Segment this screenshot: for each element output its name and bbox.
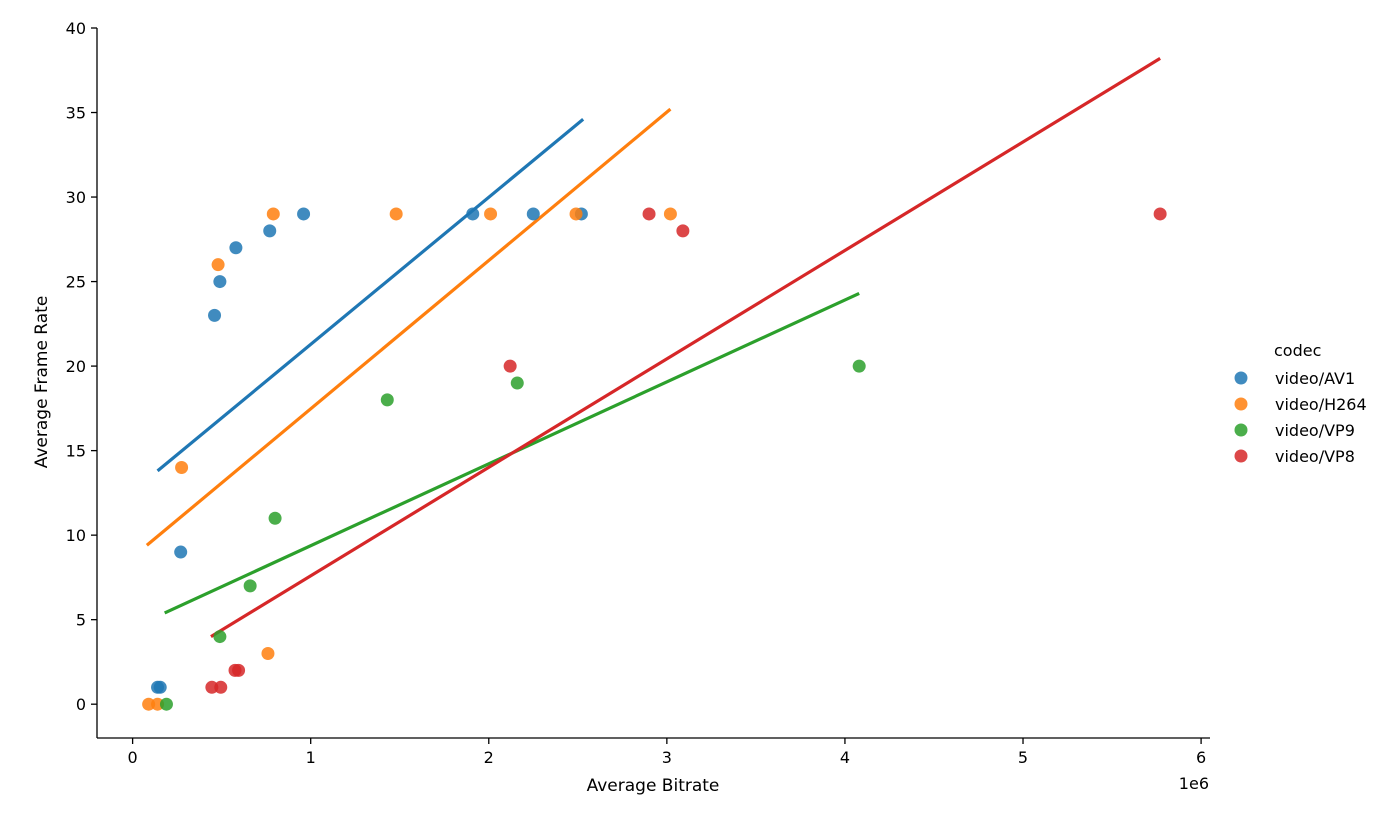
point-video-vp8 <box>1153 207 1167 221</box>
point-video-h264 <box>142 697 156 711</box>
point-video-vp8 <box>676 224 690 238</box>
x-axis-title: Average Bitrate <box>587 776 720 796</box>
trend-line-video-av1 <box>156 118 585 473</box>
y-tick-label: 20 <box>66 357 86 376</box>
point-video-h264 <box>569 207 583 221</box>
point-video-vp8 <box>232 663 246 677</box>
point-video-vp9 <box>380 393 394 407</box>
point-video-vp9 <box>243 579 257 593</box>
y-tick-label: 15 <box>66 442 86 461</box>
point-video-av1 <box>213 275 227 289</box>
trend-line-video-h264 <box>145 107 672 547</box>
legend-title: codec <box>1274 341 1321 360</box>
y-tick-label: 0 <box>76 695 86 714</box>
point-video-vp9 <box>159 697 173 711</box>
x-tick-label: 1 <box>306 748 316 767</box>
point-video-av1 <box>153 680 167 694</box>
y-tick-label: 30 <box>66 188 86 207</box>
legend-label-video-vp9: video/VP9 <box>1275 421 1355 440</box>
x-tick-label: 4 <box>840 748 850 767</box>
trend-line-video-vp8 <box>210 57 1161 638</box>
point-video-vp8 <box>214 680 228 694</box>
data-points <box>142 207 1167 711</box>
point-video-av1 <box>297 207 311 221</box>
x-tick-label: 5 <box>1018 748 1028 767</box>
y-axis-title: Average Frame Rate <box>32 296 52 469</box>
point-video-av1 <box>174 545 188 559</box>
point-video-h264 <box>389 207 403 221</box>
x-tick-label: 3 <box>662 748 672 767</box>
legend-label-video-vp8: video/VP8 <box>1275 447 1355 466</box>
y-tick-label: 40 <box>66 19 86 38</box>
legend: codec video/AV1 video/H264 video/VP9 video/… <box>1234 341 1367 466</box>
point-video-vp8 <box>503 359 517 373</box>
point-video-h264 <box>175 461 189 475</box>
point-video-av1 <box>466 207 480 221</box>
x-axis-offset-label: 1e6 <box>1179 774 1209 793</box>
y-tick-label: 35 <box>66 104 86 123</box>
x-tick-label: 0 <box>128 748 138 767</box>
point-video-h264 <box>266 207 280 221</box>
point-video-vp9 <box>852 359 866 373</box>
point-video-av1 <box>526 207 540 221</box>
point-video-av1 <box>263 224 277 238</box>
axes: 0 1 2 3 4 5 6 0 5 10 15 20 25 30 35 40 <box>66 19 1210 767</box>
point-video-h264 <box>151 697 165 711</box>
point-video-h264 <box>261 646 275 660</box>
legend-marker-video-vp8 <box>1234 449 1248 463</box>
point-video-h264 <box>211 258 225 272</box>
x-tick-label: 2 <box>484 748 494 767</box>
y-tick-label: 25 <box>66 273 86 292</box>
point-video-av1 <box>229 241 243 255</box>
point-video-vp8 <box>205 680 219 694</box>
legend-marker-video-vp9 <box>1234 423 1248 437</box>
legend-label-video-av1: video/AV1 <box>1275 369 1355 388</box>
legend-label-video-h264: video/H264 <box>1275 395 1367 414</box>
point-video-h264 <box>484 207 498 221</box>
y-tick-label: 10 <box>66 526 86 545</box>
trend-lines <box>145 57 1161 638</box>
legend-marker-video-h264 <box>1234 397 1248 411</box>
point-video-vp8 <box>642 207 656 221</box>
point-video-h264 <box>663 207 677 221</box>
point-video-vp9 <box>510 376 524 390</box>
point-video-vp9 <box>213 630 227 644</box>
x-tick-label: 6 <box>1196 748 1206 767</box>
point-video-vp9 <box>268 511 282 525</box>
legend-marker-video-av1 <box>1234 371 1248 385</box>
y-tick-label: 5 <box>76 611 86 630</box>
point-video-av1 <box>208 308 222 322</box>
